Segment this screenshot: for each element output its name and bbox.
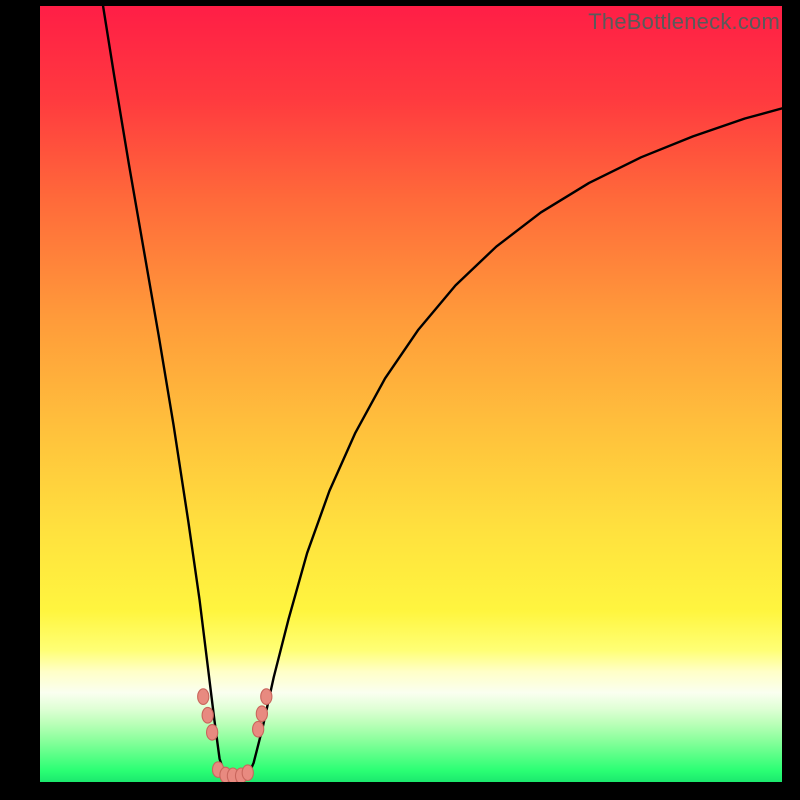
plot-area [40,6,782,782]
marker-point [198,689,209,705]
marker-point [207,725,218,741]
plot-svg [40,6,782,782]
marker-point [253,721,264,737]
watermark-text: TheBottleneck.com [588,9,780,35]
marker-point [261,689,272,705]
marker-point [256,706,267,722]
marker-point [242,765,253,781]
gradient-background [40,6,782,782]
marker-point [202,707,213,723]
